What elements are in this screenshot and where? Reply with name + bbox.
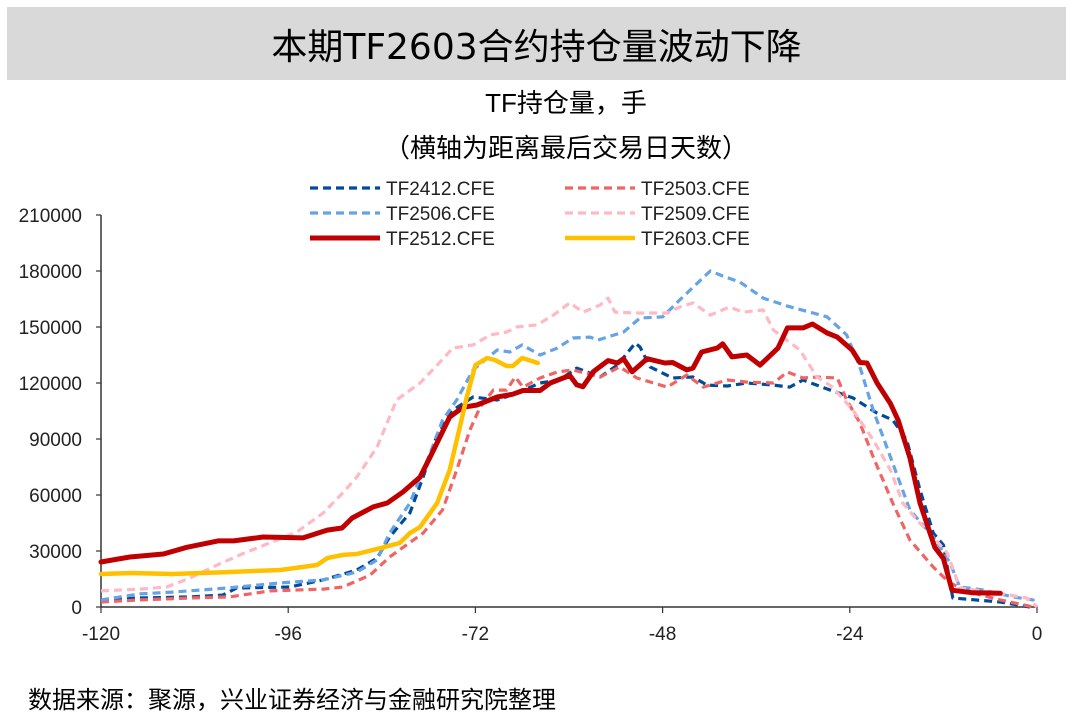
y-tick-label: 0 xyxy=(71,598,82,619)
axes: 0 30000 60000 90000 120000 150000 180000 210000… xyxy=(19,206,1043,645)
source-note: 数据来源：聚源，兴业证券经济与金融研究院整理 xyxy=(28,686,556,714)
series-group xyxy=(98,269,1039,609)
page-title: 本期TF2603合约持仓量波动下降 xyxy=(271,26,802,68)
legend: TF2412.CFE TF2503.CFE TF2506.CFE TF2509.CFE… xyxy=(310,179,750,250)
legend-label: TF2412.CFE xyxy=(386,179,495,200)
x-tick-label: -24 xyxy=(836,624,864,645)
y-tick-label: 60000 xyxy=(29,486,82,507)
legend-label: TF2506.CFE xyxy=(386,204,495,225)
legend-label: TF2603.CFE xyxy=(641,229,750,250)
y-tick-label: 180000 xyxy=(19,262,82,283)
series-line-tf2509-cfe xyxy=(100,296,1039,609)
title-bar: 本期TF2603合约持仓量波动下降 xyxy=(7,7,1066,80)
series-line-tf2506-cfe xyxy=(100,269,1039,608)
series-line-tf2412-cfe xyxy=(100,341,1031,609)
chart-title: TF持仓量，手 xyxy=(485,88,647,118)
series-line-tf2503-cfe xyxy=(100,365,1034,609)
y-tick-label: 30000 xyxy=(29,542,82,563)
legend-label: TF2512.CFE xyxy=(386,229,495,250)
series-line-tf2603-cfe xyxy=(98,355,541,577)
legend-label: TF2503.CFE xyxy=(641,179,750,200)
legend-label: TF2509.CFE xyxy=(641,204,750,225)
y-tick-label: 90000 xyxy=(29,430,82,451)
x-tick-label: -96 xyxy=(274,624,301,645)
x-tick-label: -120 xyxy=(82,624,120,645)
series-line-tf2512-cfe xyxy=(98,321,1003,596)
x-tick-label: -72 xyxy=(462,624,489,645)
y-tick-label: 210000 xyxy=(19,206,82,227)
x-tick-label: -48 xyxy=(649,624,676,645)
y-tick-label: 150000 xyxy=(19,318,82,339)
y-tick-label: 120000 xyxy=(19,374,82,395)
chart-subtitle: （横轴为距离最后交易日天数） xyxy=(384,133,748,163)
x-tick-label: 0 xyxy=(1032,624,1043,645)
